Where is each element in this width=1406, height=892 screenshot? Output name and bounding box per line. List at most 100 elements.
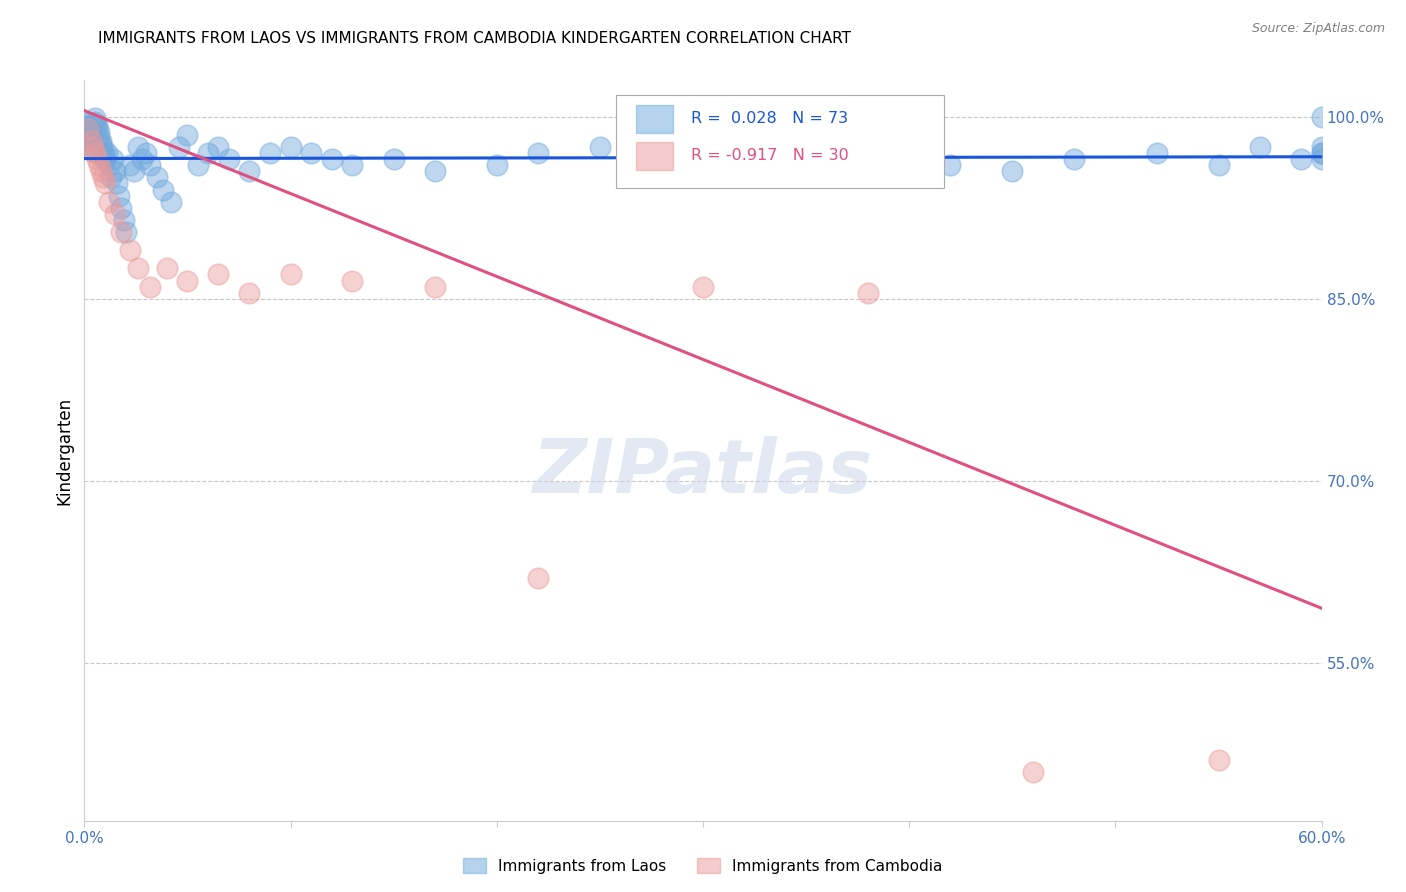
Point [87, 130, 110, 145]
Point [127, 261, 149, 276]
Point [160, 194, 183, 209]
Point [176, 274, 198, 288]
Point [259, 146, 281, 161]
Point [139, 279, 162, 293]
Point [156, 261, 179, 276]
Point [83, 146, 105, 161]
Point [589, 140, 612, 154]
Point [98, 158, 121, 172]
Point [79, 136, 101, 151]
Point [238, 285, 260, 300]
Point [145, 170, 167, 185]
Point [139, 158, 162, 172]
Point [87, 126, 110, 140]
Point [90, 137, 112, 152]
Point [82, 140, 104, 154]
FancyBboxPatch shape [636, 142, 673, 169]
Point [79, 128, 101, 142]
Point [86, 121, 108, 136]
Point [423, 164, 446, 178]
Point [152, 182, 174, 196]
Point [1146, 146, 1168, 161]
Point [110, 201, 132, 215]
Point [1022, 765, 1045, 780]
Point [299, 146, 322, 161]
Point [79, 134, 101, 148]
Point [207, 268, 229, 282]
Point [108, 188, 131, 202]
Text: Source: ZipAtlas.com: Source: ZipAtlas.com [1251, 22, 1385, 36]
FancyBboxPatch shape [616, 95, 945, 187]
Point [83, 111, 105, 125]
Point [1001, 164, 1024, 178]
Point [754, 146, 776, 161]
Point [75, 116, 97, 130]
Point [91, 141, 114, 155]
Point [1063, 152, 1085, 166]
Point [382, 152, 405, 166]
Point [939, 158, 962, 172]
Point [1289, 152, 1312, 166]
Point [91, 146, 114, 161]
Point [100, 170, 122, 185]
Text: R = -0.917   N = 30: R = -0.917 N = 30 [690, 148, 848, 163]
Point [127, 140, 149, 154]
Point [112, 212, 135, 227]
Point [1310, 146, 1333, 161]
Point [131, 152, 153, 166]
Point [77, 124, 100, 138]
Point [1208, 753, 1230, 767]
Point [651, 152, 673, 166]
Point [1310, 140, 1333, 154]
Point [135, 146, 157, 161]
Point [83, 114, 105, 128]
Point [77, 120, 100, 134]
Point [104, 164, 127, 178]
Point [105, 177, 128, 191]
Point [90, 134, 112, 148]
Point [485, 158, 508, 172]
Point [94, 150, 117, 164]
Point [692, 279, 714, 293]
Y-axis label: Kindergarten: Kindergarten [55, 396, 73, 505]
Point [86, 152, 108, 166]
Point [321, 152, 343, 166]
Point [342, 274, 364, 288]
Point [77, 121, 100, 136]
Point [713, 164, 735, 178]
Point [1249, 140, 1271, 154]
Point [94, 153, 117, 168]
Point [110, 225, 132, 239]
Point [527, 146, 550, 161]
Point [96, 146, 118, 161]
Point [187, 158, 209, 172]
Point [86, 118, 108, 132]
Point [856, 285, 879, 300]
Point [94, 177, 117, 191]
Text: ZIPatlas: ZIPatlas [533, 436, 873, 509]
Point [197, 146, 219, 161]
Point [423, 279, 446, 293]
Point [118, 243, 141, 257]
Text: IMMIGRANTS FROM LAOS VS IMMIGRANTS FROM CAMBODIA KINDERGARTEN CORRELATION CHART: IMMIGRANTS FROM LAOS VS IMMIGRANTS FROM … [98, 31, 852, 46]
Point [87, 158, 110, 172]
Point [79, 131, 101, 145]
Text: R =  0.028   N = 73: R = 0.028 N = 73 [690, 112, 848, 127]
Point [280, 140, 302, 154]
Point [104, 207, 127, 221]
Point [1310, 110, 1333, 124]
Point [1310, 152, 1333, 166]
Point [280, 268, 302, 282]
Point [98, 194, 121, 209]
Point [238, 164, 260, 178]
Point [1208, 158, 1230, 172]
Point [815, 152, 838, 166]
Point [207, 140, 229, 154]
Point [103, 152, 125, 166]
Point [114, 225, 136, 239]
Point [877, 140, 900, 154]
Point [167, 140, 190, 154]
Point [527, 571, 550, 585]
Point [176, 128, 198, 142]
Point [90, 164, 112, 178]
